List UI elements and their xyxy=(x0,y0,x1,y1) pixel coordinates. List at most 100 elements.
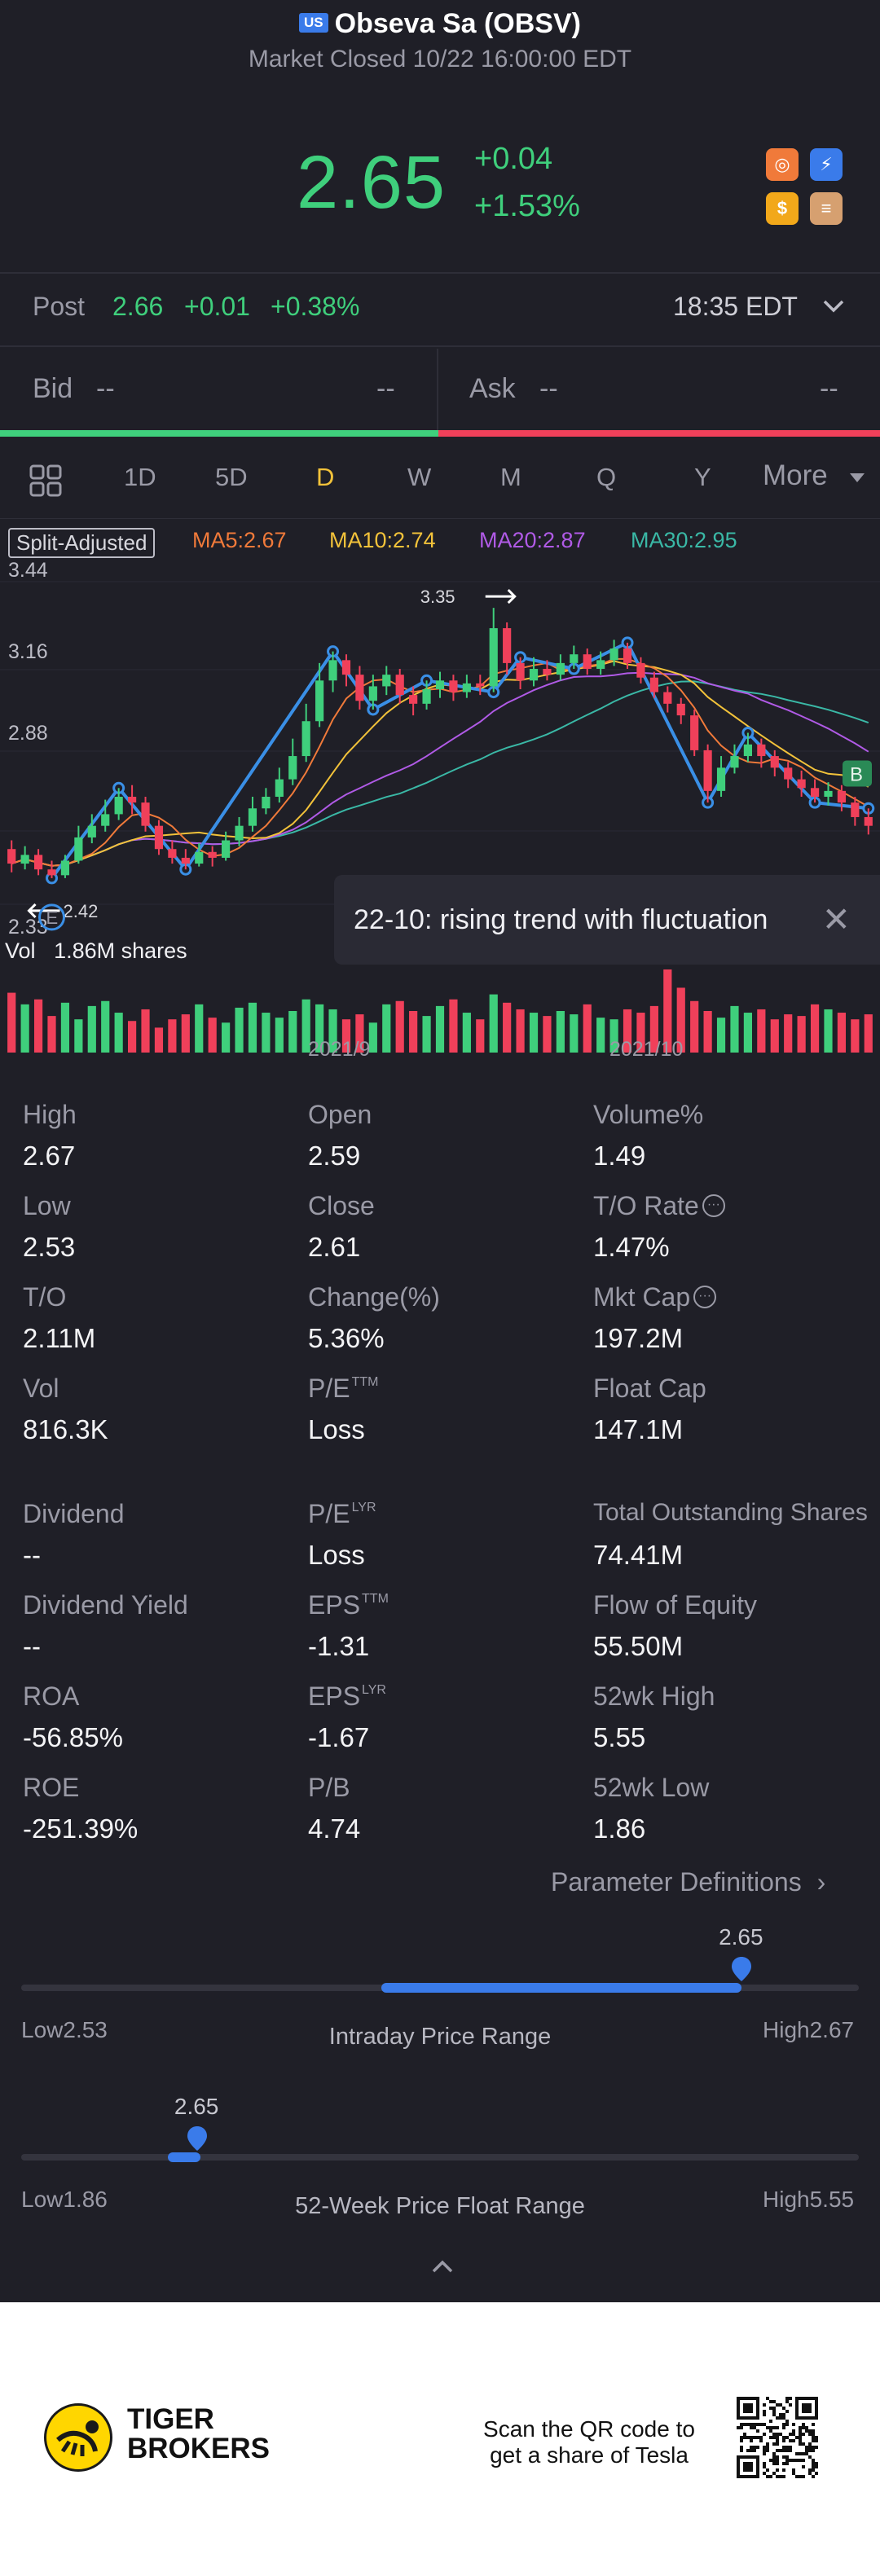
intraday-low-value: 2.53 xyxy=(63,2017,108,2042)
candle-body xyxy=(703,750,712,791)
stat-label-text: P/B xyxy=(308,1773,350,1802)
volume-bar xyxy=(87,1005,96,1053)
x-tick-label: 2021/10 xyxy=(609,1038,683,1061)
tab-y[interactable]: Y xyxy=(694,463,711,491)
candle-body xyxy=(235,825,244,841)
qr-module xyxy=(776,2439,779,2442)
stat-label-text: Close xyxy=(308,1191,375,1220)
volume-bar xyxy=(315,1004,324,1053)
qr-module xyxy=(785,2397,789,2400)
tab-d[interactable]: D xyxy=(316,463,335,491)
qr-module xyxy=(772,2442,776,2446)
bid-label: Bid xyxy=(33,373,73,404)
post-market-row[interactable]: Post 2.66 +0.01 +0.38% 18:35 EDT xyxy=(0,292,880,341)
stat-label: Change(%) xyxy=(308,1282,440,1312)
qr-module xyxy=(795,2459,799,2462)
stack-icon[interactable]: ≡ xyxy=(810,192,843,225)
options-icon[interactable]: ◎ xyxy=(766,148,799,181)
qr-module xyxy=(779,2403,782,2407)
ask-bar xyxy=(438,430,880,437)
qr-module xyxy=(763,2449,766,2452)
stat-value: 1.49 xyxy=(593,1141,646,1171)
qr-module xyxy=(769,2426,772,2429)
volume-bar xyxy=(516,1009,525,1053)
stat-value: 1.47% xyxy=(593,1232,670,1262)
qr-module xyxy=(763,2462,766,2465)
close-icon[interactable]: ✕ xyxy=(821,900,851,939)
info-icon[interactable]: ··· xyxy=(702,1193,725,1217)
qr-module xyxy=(756,2423,759,2426)
volume-bar xyxy=(609,1019,618,1053)
qr-module xyxy=(776,2475,779,2478)
stat-value: 2.53 xyxy=(23,1232,76,1262)
tab-q[interactable]: Q xyxy=(596,463,617,491)
info-icon[interactable]: ··· xyxy=(693,1285,717,1308)
qr-module xyxy=(792,2468,795,2472)
stat-label: Flow of Equity xyxy=(593,1590,757,1620)
qr-module xyxy=(740,2426,743,2429)
stat-label-text: Volume% xyxy=(593,1100,704,1129)
volume-bar xyxy=(7,992,16,1053)
candle-body xyxy=(596,660,605,670)
parameter-definitions-link[interactable]: Parameter Definitions › xyxy=(551,1867,825,1897)
volume-bar xyxy=(262,1013,271,1053)
volume-bar xyxy=(690,1000,699,1053)
high-price-label: 3.35 xyxy=(420,587,455,607)
chevron-down-icon[interactable] xyxy=(821,298,846,316)
qr-module xyxy=(776,2442,779,2446)
stat-label-text: ROE xyxy=(23,1773,80,1802)
trend-tooltip[interactable]: 22-10: rising trend with fluctuation ✕ xyxy=(334,875,880,965)
week52-low-label: Low xyxy=(21,2187,64,2212)
qr-module xyxy=(789,2397,792,2400)
qr-module xyxy=(808,2455,812,2459)
stat-label: Total Outstanding Shares xyxy=(593,1499,868,1527)
stat-label-text: P/E xyxy=(308,1374,350,1403)
layout-grid-icon[interactable] xyxy=(29,464,62,497)
qr-module xyxy=(812,2462,815,2465)
qr-module xyxy=(789,2403,792,2407)
qr-module xyxy=(812,2423,815,2426)
divider xyxy=(0,345,880,347)
caret-down-icon[interactable] xyxy=(849,473,865,484)
candle-body xyxy=(503,628,512,663)
volume-bar xyxy=(757,1009,766,1053)
volume-bar xyxy=(409,1011,418,1053)
candle-body xyxy=(262,797,271,809)
tab-w[interactable]: W xyxy=(407,463,432,491)
dollar-icon[interactable]: $ xyxy=(766,192,799,225)
price-chart[interactable]: 3.44 3.16 2.88 2.33 3.35 2.42E B 2021/9 2021/10 xyxy=(0,562,880,1067)
qr-module xyxy=(792,2459,795,2462)
qr-code[interactable] xyxy=(737,2397,818,2478)
stat-value: -- xyxy=(23,1540,41,1570)
stat-label: 52wk Low xyxy=(593,1773,709,1803)
qr-module xyxy=(792,2439,795,2442)
tab-5d[interactable]: 5D xyxy=(215,463,248,491)
qr-module xyxy=(740,2446,743,2449)
intraday-range-fill xyxy=(381,1983,742,1993)
tab-m[interactable]: M xyxy=(500,463,521,491)
tab-more[interactable]: More xyxy=(763,459,828,491)
intraday-high-label: High xyxy=(763,2017,810,2042)
qr-module xyxy=(750,2426,753,2429)
split-adjusted-button[interactable]: Split-Adjusted xyxy=(8,528,156,558)
stat-label: P/B xyxy=(308,1773,350,1803)
chevron-up-icon[interactable] xyxy=(430,2258,455,2275)
flash-icon[interactable]: ⚡ xyxy=(810,148,843,181)
qr-module xyxy=(779,2413,782,2416)
trend-line xyxy=(50,640,869,880)
candle-body xyxy=(864,816,873,826)
qr-module xyxy=(815,2465,818,2468)
week52-high-value: 5.55 xyxy=(809,2187,855,2212)
qr-module xyxy=(750,2436,753,2439)
post-price: 2.66 xyxy=(112,292,164,321)
qr-module xyxy=(763,2472,766,2475)
qr-module xyxy=(763,2433,766,2436)
tab-1d[interactable]: 1D xyxy=(124,463,156,491)
qr-caption-line2: get a share of Tesla xyxy=(490,2442,689,2468)
qr-module xyxy=(808,2468,812,2472)
qr-module xyxy=(772,2452,776,2455)
ma20-label: MA20:2.87 xyxy=(479,528,586,552)
candle-body xyxy=(824,790,833,797)
qr-module xyxy=(799,2436,802,2439)
stat-label-text: T/O xyxy=(23,1282,67,1312)
